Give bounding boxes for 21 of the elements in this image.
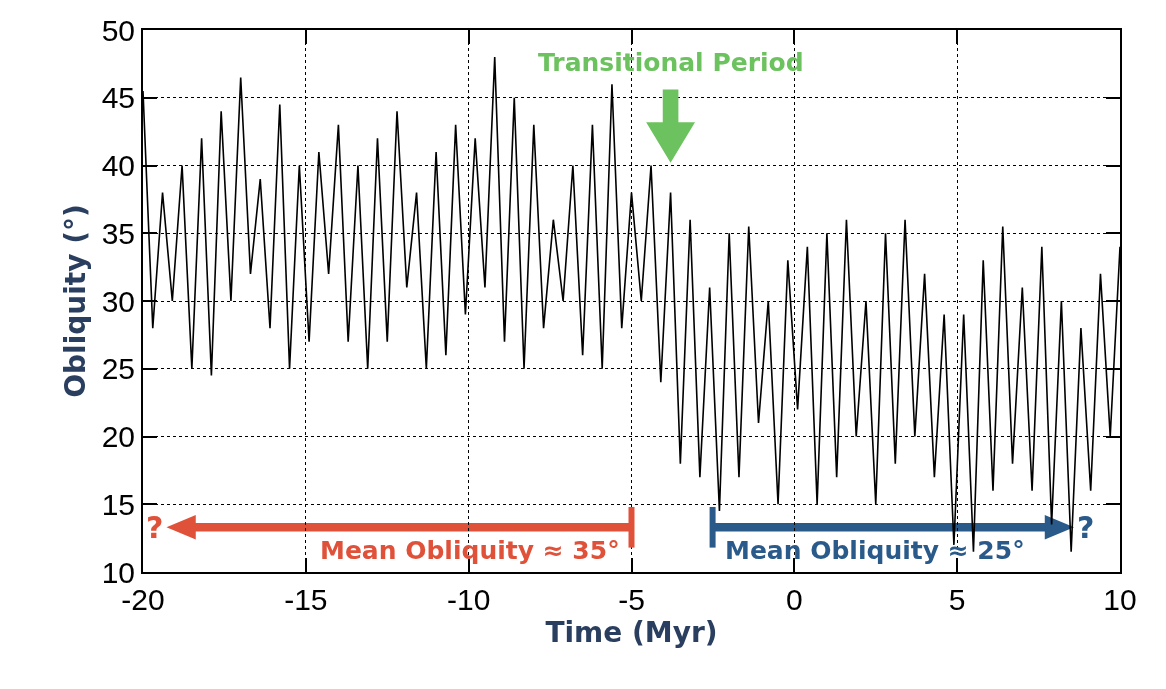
annotation: ? (1077, 510, 1095, 545)
y-tick-label: 20 (101, 420, 135, 453)
x-tick-label: 0 (785, 583, 803, 616)
x-tick-label: 10 (1103, 583, 1137, 616)
annotation: ? (146, 510, 164, 545)
x-tick-label: 5 (948, 583, 966, 616)
x-tick-label: -5 (618, 583, 645, 616)
y-tick-label: 35 (101, 216, 135, 250)
y-tick-label: 25 (101, 352, 135, 386)
annotation: Mean Obliquity ≈ 35° (320, 536, 620, 565)
annotation: Transitional Period (538, 48, 804, 77)
y-tick-label: 15 (101, 487, 135, 521)
x-axis-title: Time (Myr) (545, 616, 718, 649)
y-tick-label: 45 (101, 81, 135, 115)
y-tick-label: 30 (101, 284, 135, 318)
y-tick-label: 40 (101, 149, 135, 182)
y-tick-label: 50 (101, 13, 135, 47)
x-tick-label: -10 (446, 583, 491, 616)
y-axis-title: Obliquity (°) (58, 204, 92, 398)
x-tick-label: -15 (284, 583, 328, 616)
annotation: Mean Obliquity ≈ 25° (725, 536, 1025, 565)
